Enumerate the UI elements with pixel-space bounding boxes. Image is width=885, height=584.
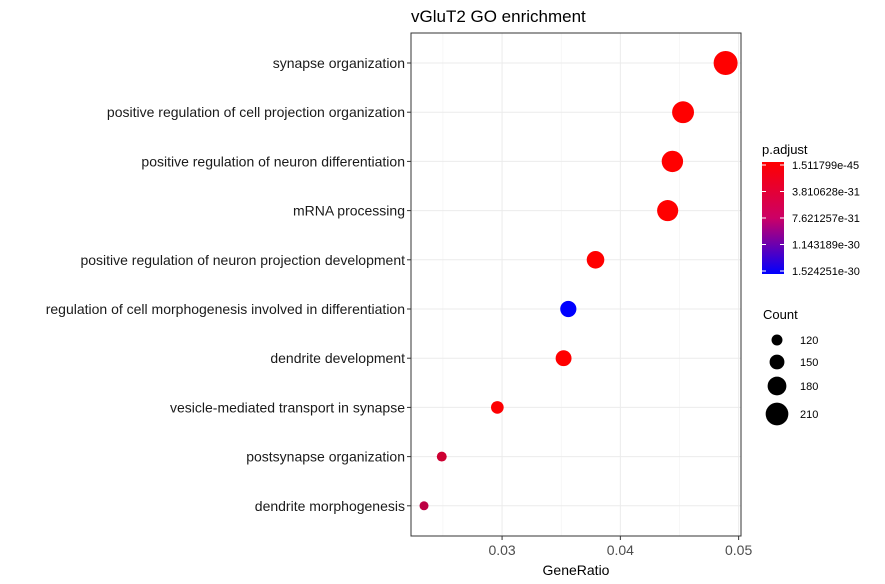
- grid-lines: [410, 32, 742, 537]
- x-tick-label: 0.05: [725, 542, 752, 558]
- y-tick-label: positive regulation of neuron projection…: [80, 252, 405, 268]
- data-point: [586, 250, 605, 269]
- y-tick-label: synapse organization: [273, 55, 405, 71]
- data-point: [555, 350, 572, 367]
- size-legend-label: 150: [800, 357, 818, 369]
- y-tick-label: vesicle-mediated transport in synapse: [170, 399, 405, 415]
- color-legend-label: 1.143189e-30: [792, 240, 860, 252]
- data-point: [657, 200, 679, 222]
- size-legend-label: 210: [800, 409, 818, 421]
- y-tick-label: mRNA processing: [293, 203, 405, 219]
- y-tick-label: dendrite development: [270, 350, 405, 366]
- data-points: [419, 51, 738, 511]
- color-legend-label: 1.524251e-30: [792, 266, 860, 278]
- data-point: [560, 300, 577, 318]
- data-point: [713, 51, 738, 75]
- data-point: [672, 101, 694, 124]
- size-legend-dot: [769, 354, 785, 370]
- color-legend-label: 1.511799e-45: [792, 160, 859, 172]
- data-point: [661, 150, 684, 173]
- y-tick-label: positive regulation of cell projection o…: [107, 104, 405, 120]
- color-legend-title: p.adjust: [762, 142, 808, 157]
- color-legend-label: 7.621257e-31: [792, 213, 860, 225]
- x-axis-title: GeneRatio: [543, 562, 610, 578]
- y-tick-label: positive regulation of neuron differenti…: [141, 153, 405, 169]
- data-point: [419, 501, 429, 511]
- color-legend: p.adjust 1.511799e-45 3.810628e-31 7.621257…: [762, 142, 860, 278]
- x-axis-ticks: 0.03 0.04 0.05: [488, 536, 752, 558]
- size-legend: Count 120 150 180 210: [763, 307, 818, 426]
- y-tick-label: postsynapse organization: [246, 449, 405, 465]
- y-tick-label: regulation of cell morphogenesis involve…: [46, 301, 405, 317]
- size-legend-dot: [765, 402, 789, 426]
- size-legend-title: Count: [763, 307, 798, 322]
- y-tick-label: dendrite morphogenesis: [255, 498, 405, 514]
- x-tick-label: 0.04: [607, 542, 634, 558]
- x-tick-label: 0.03: [488, 542, 515, 558]
- size-legend-dot: [767, 376, 787, 396]
- chart-title: vGluT2 GO enrichment: [411, 7, 586, 26]
- size-legend-label: 120: [800, 335, 818, 347]
- data-point: [436, 451, 447, 462]
- y-axis-labels: synapse organization positive regulation …: [46, 55, 411, 514]
- panel-border: [410, 32, 742, 537]
- size-legend-dot: [771, 334, 783, 346]
- color-legend-label: 3.810628e-31: [792, 187, 860, 199]
- size-legend-label: 180: [800, 381, 818, 393]
- data-point: [491, 401, 504, 414]
- color-bar: [762, 162, 784, 274]
